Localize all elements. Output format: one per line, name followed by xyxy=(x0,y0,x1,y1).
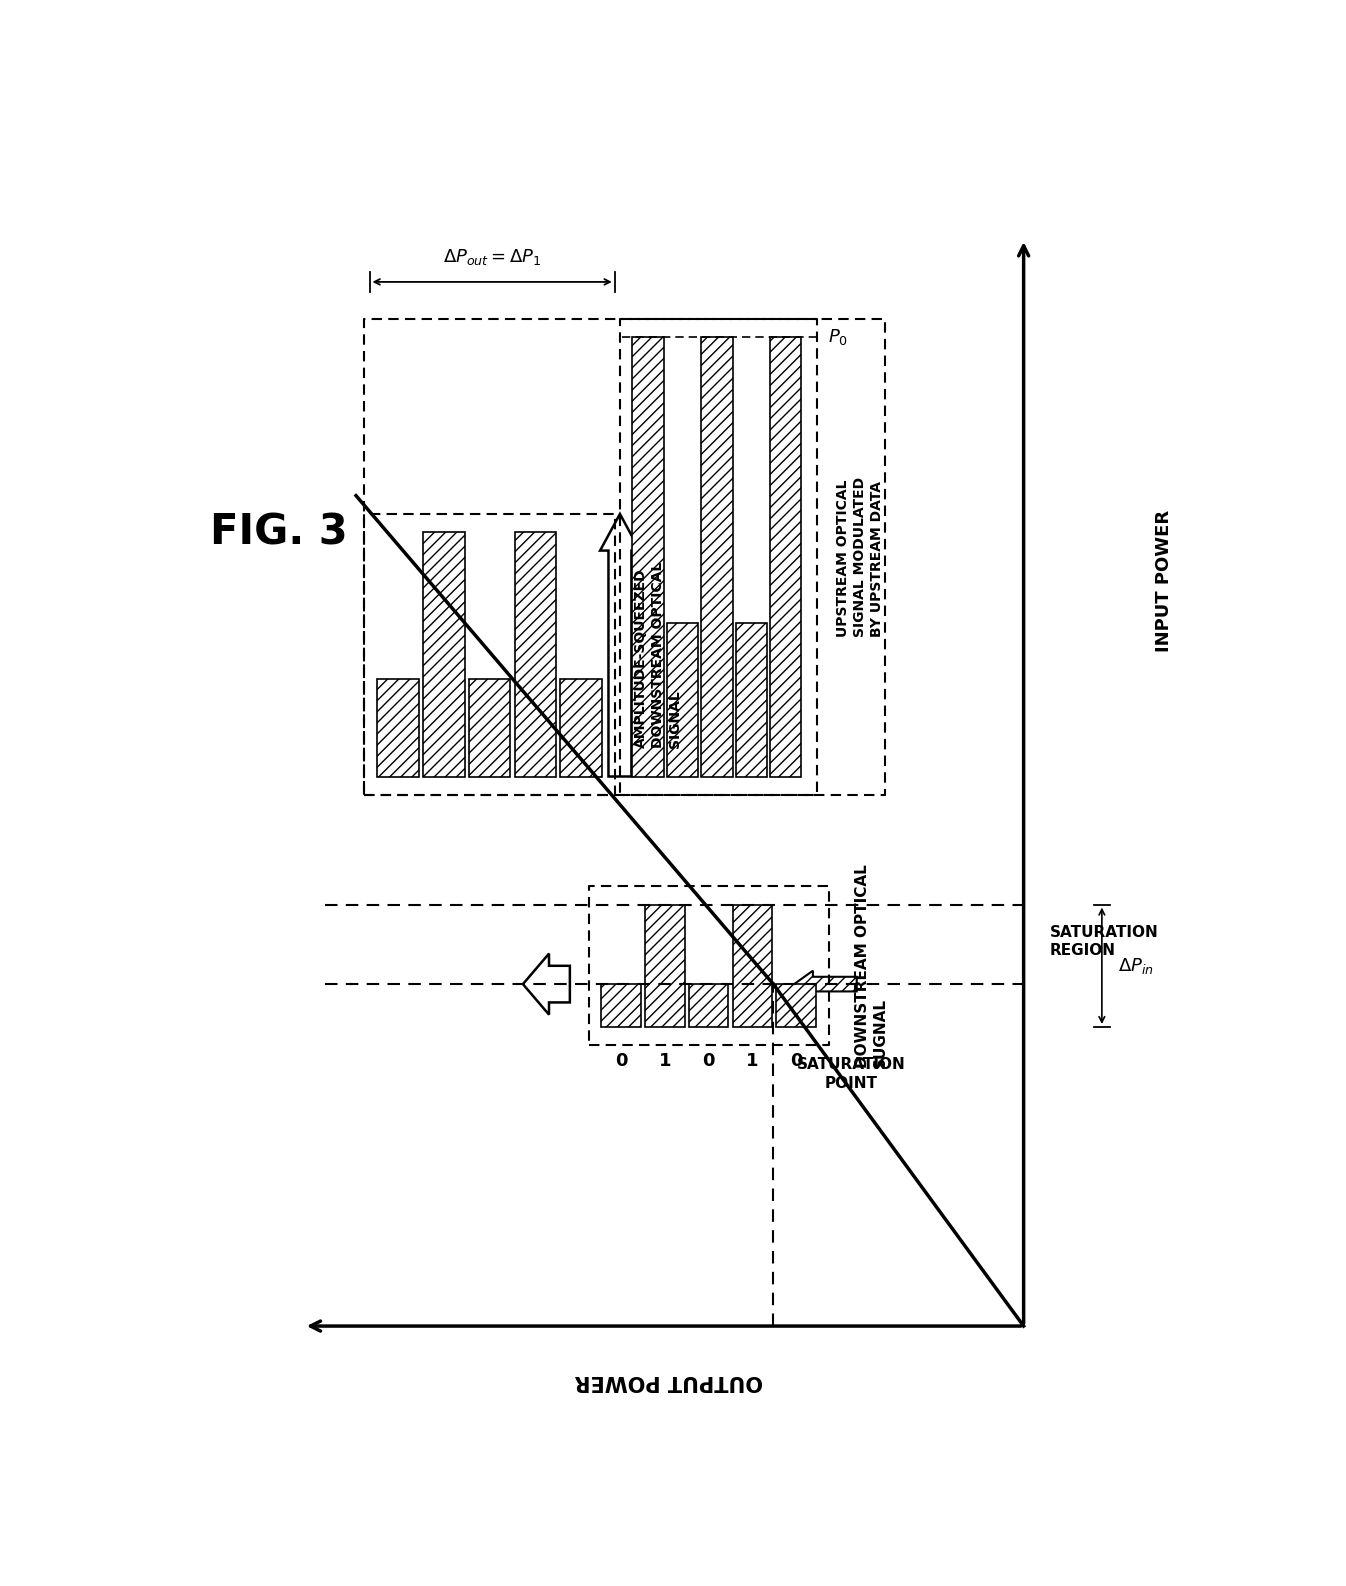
Bar xyxy=(701,336,732,777)
Bar xyxy=(560,679,602,777)
Bar xyxy=(602,983,641,1026)
Bar xyxy=(777,983,816,1026)
Text: INPUT POWER: INPUT POWER xyxy=(1155,511,1174,652)
Bar xyxy=(736,623,767,777)
Bar xyxy=(468,679,510,777)
Text: 1: 1 xyxy=(658,1052,672,1071)
FancyArrow shape xyxy=(794,971,856,998)
Text: 0: 0 xyxy=(790,1052,802,1071)
Text: AMPLITUDE-SQUEEZED
DOWNSTREAM OPTICAL
SIGNAL: AMPLITUDE-SQUEEZED DOWNSTREAM OPTICAL SI… xyxy=(634,561,682,747)
Text: 0: 0 xyxy=(615,1052,627,1071)
Text: $\Delta P_{out} = \Delta P_1$: $\Delta P_{out} = \Delta P_1$ xyxy=(443,247,541,268)
Bar xyxy=(633,336,664,777)
Bar xyxy=(423,533,464,777)
Bar xyxy=(732,904,773,1026)
Text: 0: 0 xyxy=(703,1052,715,1071)
Bar xyxy=(514,533,556,777)
Bar xyxy=(689,983,728,1026)
Text: UPSTREAM OPTICAL
SIGNAL MODULATED
BY UPSTREAM DATA: UPSTREAM OPTICAL SIGNAL MODULATED BY UPS… xyxy=(836,477,884,636)
Text: SATURATION
POINT: SATURATION POINT xyxy=(797,1058,906,1091)
Bar xyxy=(666,623,699,777)
FancyArrow shape xyxy=(600,514,639,777)
Text: $P_0$: $P_0$ xyxy=(828,327,848,347)
Text: SATURATION
REGION: SATURATION REGION xyxy=(1050,925,1159,958)
Bar xyxy=(645,904,685,1026)
Text: DOWNSTREAM OPTICAL
SUGNAL: DOWNSTREAM OPTICAL SUGNAL xyxy=(855,864,888,1067)
Text: FIG. 3: FIG. 3 xyxy=(210,511,347,554)
Bar xyxy=(770,336,801,777)
Text: $\Delta P_{in}$: $\Delta P_{in}$ xyxy=(1117,956,1154,975)
Text: OUTPUT POWER: OUTPUT POWER xyxy=(575,1370,763,1391)
Bar xyxy=(377,679,419,777)
Text: 1: 1 xyxy=(746,1052,759,1071)
FancyArrow shape xyxy=(522,953,569,1015)
